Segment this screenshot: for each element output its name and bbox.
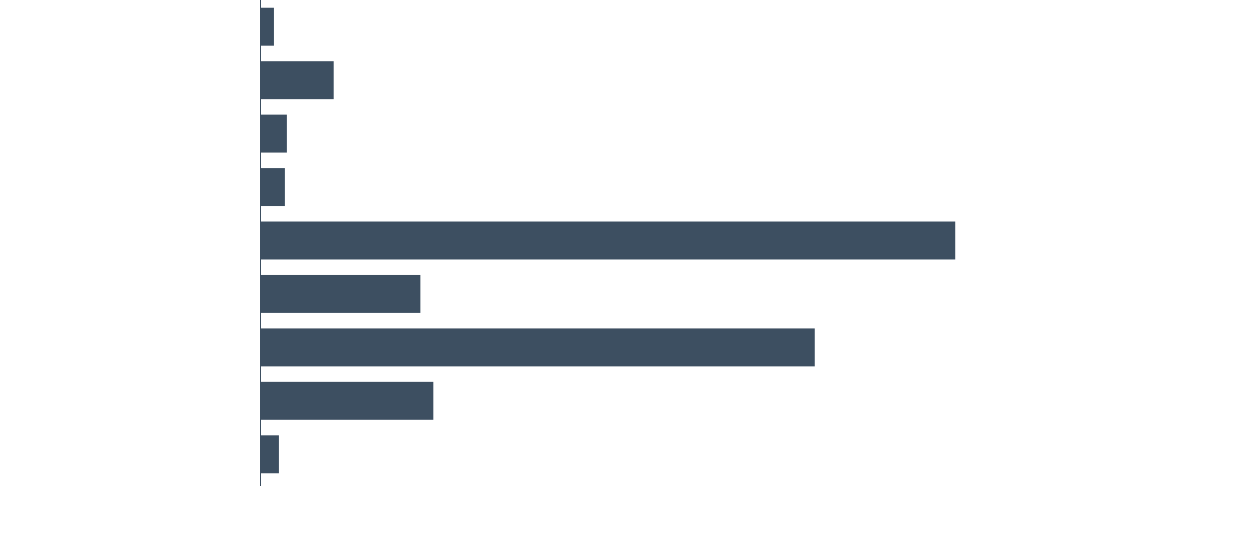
bar — [261, 61, 334, 100]
bar — [261, 274, 421, 313]
bar — [261, 221, 956, 260]
bar — [261, 114, 287, 153]
bar — [261, 328, 815, 367]
bar — [261, 168, 285, 207]
bar — [261, 381, 434, 420]
bar — [261, 435, 279, 474]
bar — [261, 7, 274, 46]
